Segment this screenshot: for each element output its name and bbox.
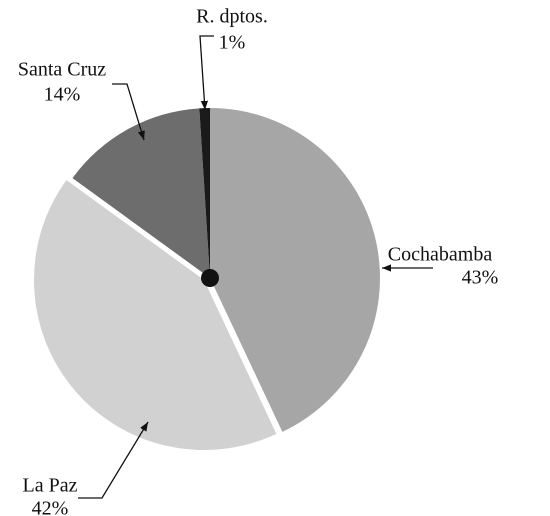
center-dot [201,269,219,287]
slice-label: Santa Cruz [18,59,106,81]
value-label: 1% [219,32,246,54]
pie [34,108,380,450]
pie-slice [72,108,211,279]
pie-slice [210,108,380,432]
slice-label: La Paz [23,475,78,497]
value-label: 14% [44,84,81,106]
pie-slice [199,108,210,278]
slice-label: Cochabamba [388,244,493,266]
slice-label: R. dptos. [196,6,268,28]
pie-slice [34,180,277,450]
leader-line [199,35,214,111]
value-label: 42% [32,498,69,516]
leader-line [78,421,149,499]
value-label: 43% [462,267,499,289]
leader-line [112,83,145,141]
